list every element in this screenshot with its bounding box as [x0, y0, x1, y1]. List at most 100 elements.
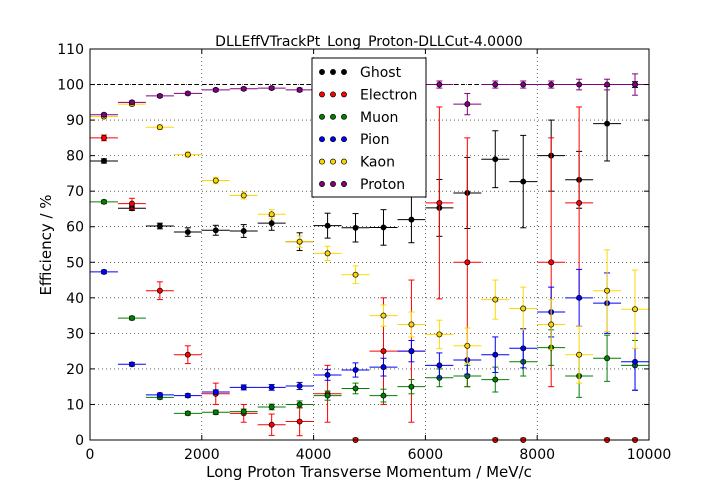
y-tick-label: 10	[66, 397, 84, 413]
data-point	[90, 111, 118, 118]
data-point	[257, 413, 286, 436]
y-tick-label: 100	[57, 78, 84, 94]
marker	[436, 362, 443, 369]
marker	[408, 348, 415, 355]
legend-label: Pion	[360, 132, 389, 148]
data-point	[285, 235, 314, 248]
marker	[268, 220, 275, 227]
data-point	[90, 134, 118, 142]
marker	[240, 228, 247, 234]
marker	[548, 259, 555, 266]
marker	[436, 331, 443, 338]
marker	[296, 418, 303, 425]
chart-title: DLLEffVTrackPt_Long_Proton-DLLCut-4.0000	[215, 34, 523, 50]
marker	[604, 287, 611, 294]
marker	[128, 200, 135, 207]
data-point	[425, 106, 454, 300]
legend-label: Muon	[360, 110, 398, 126]
marker	[296, 383, 303, 389]
legend-marker	[341, 181, 347, 187]
marker	[184, 90, 191, 97]
data-point	[285, 381, 314, 391]
marker	[296, 86, 303, 93]
marker	[520, 345, 527, 352]
marker	[101, 134, 107, 141]
data-point	[341, 213, 370, 243]
marker	[352, 271, 359, 278]
y-tick-label: 110	[57, 42, 84, 58]
marker	[212, 389, 219, 395]
data-point	[117, 99, 146, 106]
data-point	[481, 279, 510, 320]
marker	[492, 296, 499, 303]
y-tick-label: 20	[66, 362, 84, 378]
marker	[156, 391, 163, 398]
plot-frame	[89, 48, 650, 441]
legend-marker	[341, 113, 347, 120]
data-point	[257, 403, 286, 411]
data-point	[117, 361, 146, 368]
data-point	[313, 390, 342, 401]
data-point	[173, 392, 202, 399]
marker	[268, 421, 275, 428]
data-point	[313, 245, 342, 261]
data-point	[621, 269, 649, 349]
y-tick-label: 0	[75, 433, 84, 449]
y-tick-label: 30	[66, 326, 84, 342]
legend-label: Ghost	[360, 65, 402, 81]
legend-marker	[330, 136, 336, 143]
data-point	[285, 400, 314, 409]
marker	[184, 151, 191, 158]
legend-label: Proton	[360, 177, 405, 193]
data-point	[173, 151, 202, 158]
marker	[492, 81, 499, 88]
marker	[240, 408, 247, 415]
data-point	[173, 410, 202, 417]
data-point	[397, 311, 426, 338]
x-tick-label: 10000	[627, 447, 672, 463]
legend-marker	[330, 158, 336, 165]
legend-marker	[341, 91, 347, 98]
marker	[408, 321, 415, 328]
marker	[324, 392, 331, 399]
legend-marker	[330, 181, 336, 187]
data-point	[537, 299, 566, 350]
y-tick-label: 60	[66, 220, 84, 236]
data-point	[369, 388, 398, 403]
data-point	[509, 286, 538, 331]
data-point	[425, 80, 454, 89]
marker	[380, 224, 387, 231]
x-tick-label: 0	[86, 447, 95, 463]
data-point	[313, 369, 342, 381]
data-point	[117, 315, 146, 322]
data-point	[173, 227, 202, 237]
data-point	[369, 357, 398, 377]
marker	[240, 85, 247, 92]
data-point	[229, 224, 258, 238]
marker	[464, 259, 471, 266]
marker	[576, 81, 583, 88]
legend-marker	[341, 158, 347, 165]
legend-entry-muon: Muon	[319, 110, 398, 126]
marker	[101, 158, 107, 164]
marker	[156, 124, 163, 131]
data-point	[257, 384, 286, 391]
marker	[128, 99, 135, 106]
marker	[184, 392, 191, 399]
marker	[324, 372, 331, 378]
legend-entry-pion: Pion	[319, 132, 389, 148]
data-point	[173, 90, 202, 97]
marker	[184, 410, 191, 417]
data-point	[145, 124, 174, 131]
data-point	[397, 339, 426, 363]
data-point	[397, 379, 426, 395]
marker	[380, 392, 387, 399]
y-tick-label: 80	[66, 149, 84, 165]
legend: Ghost Electron Muon Pion Kaon Proton	[311, 57, 427, 198]
marker	[492, 351, 499, 358]
legend-marker	[319, 181, 325, 187]
marker	[576, 294, 583, 301]
data-point	[145, 92, 174, 99]
x-axis-label: Long Proton Transverse Momentum / MeV/c	[206, 463, 532, 481]
data-point	[509, 80, 538, 89]
